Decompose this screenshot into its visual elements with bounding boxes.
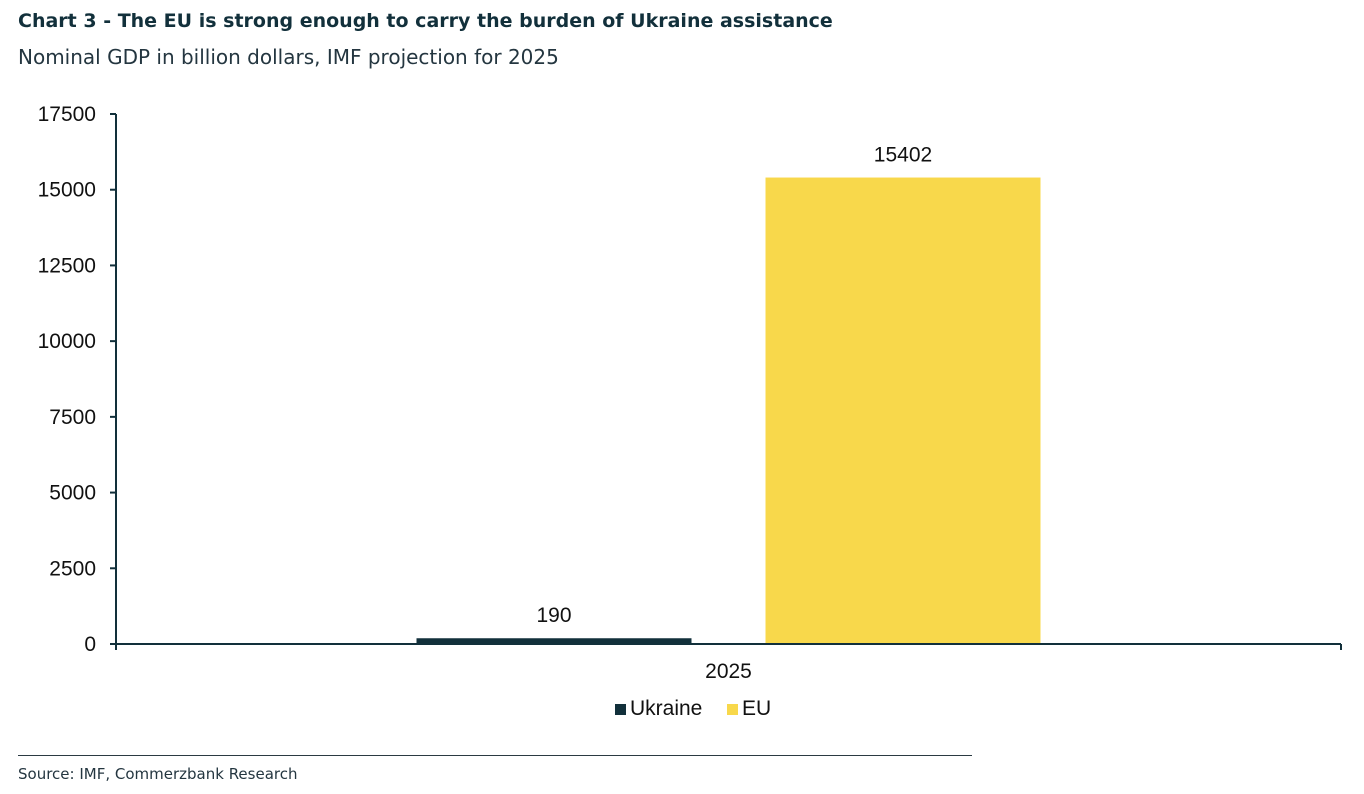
footer-divider bbox=[18, 755, 972, 756]
bar-ukraine bbox=[416, 638, 692, 644]
bar-eu bbox=[765, 177, 1041, 644]
y-tick-label: 2500 bbox=[49, 557, 96, 580]
chart-subtitle: Nominal GDP in billion dollars, IMF proj… bbox=[18, 45, 559, 69]
y-tick-label: 17500 bbox=[38, 103, 96, 126]
legend: Ukraine EU bbox=[0, 697, 1364, 723]
y-tick-label: 10000 bbox=[38, 330, 96, 353]
legend-label-ukraine: Ukraine bbox=[630, 697, 703, 720]
source-note: Source: IMF, Commerzbank Research bbox=[18, 765, 298, 783]
bars: 190 15402 bbox=[416, 144, 1041, 644]
y-tick-label: 7500 bbox=[49, 406, 96, 429]
data-label-eu: 15402 bbox=[874, 144, 932, 167]
legend-item-ukraine: Ukraine bbox=[615, 697, 702, 721]
y-tick-label: 12500 bbox=[38, 254, 96, 277]
legend-swatch-eu bbox=[727, 703, 738, 715]
y-tick-label: 5000 bbox=[49, 482, 96, 505]
y-tick-label: 0 bbox=[84, 633, 96, 656]
y-tick-label: 15000 bbox=[38, 179, 96, 202]
data-label-ukraine: 190 bbox=[536, 604, 571, 627]
legend-swatch-ukraine bbox=[615, 703, 626, 715]
legend-label-eu: EU bbox=[742, 697, 772, 720]
legend-item-eu: EU bbox=[727, 697, 771, 721]
x-axis: 2025 bbox=[115, 643, 1342, 683]
bar-chart: 0 2500 5000 7500 10000 12500 15000 17500 190 154… bbox=[38, 103, 1342, 683]
chart-title: Chart 3 - The EU is strong enough to car… bbox=[18, 10, 833, 32]
x-tick-label: 2025 bbox=[705, 660, 752, 683]
y-axis: 0 2500 5000 7500 10000 12500 15000 17500 bbox=[38, 103, 117, 656]
